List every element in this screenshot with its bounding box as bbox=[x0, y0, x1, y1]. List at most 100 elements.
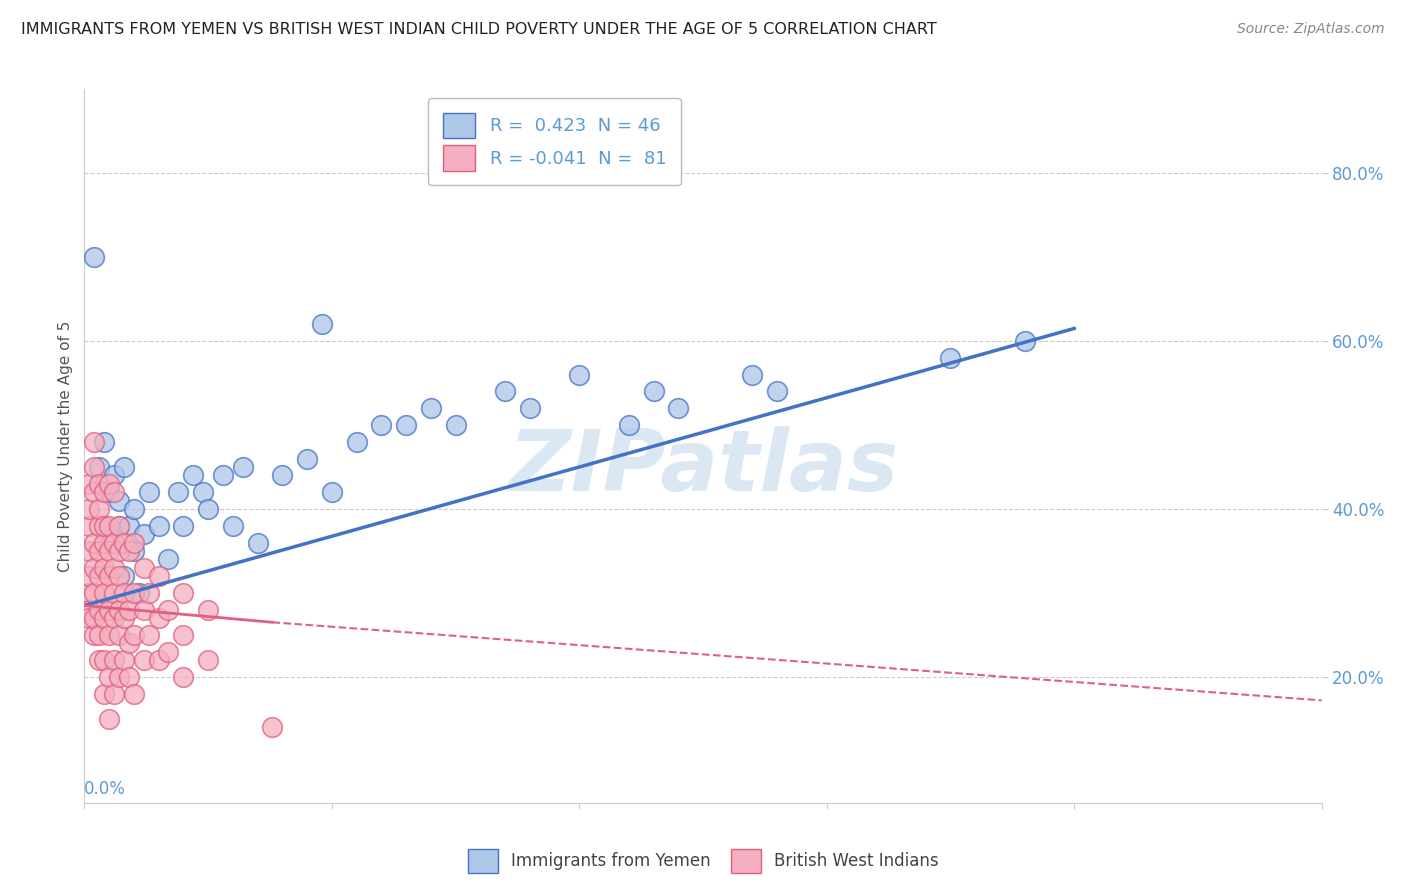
Point bbox=[89, 544, 111, 558]
Point bbox=[103, 687, 125, 701]
Point bbox=[103, 560, 125, 574]
Point bbox=[191, 485, 214, 500]
Text: 0.0%: 0.0% bbox=[84, 780, 127, 798]
Point bbox=[148, 653, 170, 667]
Point bbox=[93, 586, 115, 600]
Point bbox=[172, 628, 194, 642]
Point bbox=[89, 628, 111, 642]
Point bbox=[246, 535, 269, 549]
Point bbox=[83, 611, 105, 625]
Point bbox=[122, 586, 145, 600]
Point bbox=[122, 535, 145, 549]
Point bbox=[83, 586, 105, 600]
Point bbox=[98, 527, 121, 541]
Point bbox=[197, 653, 219, 667]
Point bbox=[108, 544, 131, 558]
Point bbox=[98, 603, 121, 617]
Point bbox=[118, 670, 141, 684]
Point bbox=[89, 460, 111, 475]
Point bbox=[79, 611, 101, 625]
Point bbox=[157, 645, 180, 659]
Point bbox=[103, 535, 125, 549]
Point bbox=[197, 603, 219, 617]
Point bbox=[172, 670, 194, 684]
Point bbox=[108, 670, 131, 684]
Point bbox=[93, 611, 115, 625]
Point bbox=[89, 476, 111, 491]
Point bbox=[79, 603, 101, 617]
Legend: R =  0.423  N = 46, R = -0.041  N =  81: R = 0.423 N = 46, R = -0.041 N = 81 bbox=[429, 98, 681, 186]
Point bbox=[122, 544, 145, 558]
Point bbox=[83, 250, 105, 264]
Point bbox=[79, 569, 101, 583]
Point bbox=[98, 518, 121, 533]
Point bbox=[494, 384, 516, 399]
Point bbox=[89, 502, 111, 516]
Point bbox=[108, 493, 131, 508]
Point bbox=[83, 460, 105, 475]
Point bbox=[93, 560, 115, 574]
Point bbox=[79, 476, 101, 491]
Point bbox=[98, 569, 121, 583]
Point bbox=[118, 603, 141, 617]
Point bbox=[93, 653, 115, 667]
Point bbox=[89, 603, 111, 617]
Point bbox=[395, 417, 418, 432]
Point bbox=[98, 628, 121, 642]
Point bbox=[1014, 334, 1036, 348]
Point bbox=[766, 384, 789, 399]
Point bbox=[167, 485, 190, 500]
Text: IMMIGRANTS FROM YEMEN VS BRITISH WEST INDIAN CHILD POVERTY UNDER THE AGE OF 5 CO: IMMIGRANTS FROM YEMEN VS BRITISH WEST IN… bbox=[21, 22, 936, 37]
Point bbox=[122, 687, 145, 701]
Point bbox=[112, 569, 135, 583]
Point bbox=[83, 535, 105, 549]
Point bbox=[89, 518, 111, 533]
Point bbox=[112, 535, 135, 549]
Point bbox=[370, 417, 392, 432]
Point bbox=[132, 653, 155, 667]
Point bbox=[103, 611, 125, 625]
Point bbox=[118, 518, 141, 533]
Point bbox=[108, 628, 131, 642]
Point bbox=[138, 485, 160, 500]
Point bbox=[79, 502, 101, 516]
Point bbox=[939, 351, 962, 365]
Text: ZIPatlas: ZIPatlas bbox=[508, 425, 898, 509]
Y-axis label: Child Poverty Under the Age of 5: Child Poverty Under the Age of 5 bbox=[58, 320, 73, 572]
Point bbox=[93, 687, 115, 701]
Point bbox=[118, 544, 141, 558]
Point bbox=[617, 417, 640, 432]
Point bbox=[157, 603, 180, 617]
Point bbox=[271, 468, 294, 483]
Point bbox=[666, 401, 689, 416]
Point bbox=[132, 527, 155, 541]
Point bbox=[103, 586, 125, 600]
Point bbox=[112, 653, 135, 667]
Point bbox=[444, 417, 467, 432]
Point bbox=[118, 636, 141, 650]
Point bbox=[93, 535, 115, 549]
Point bbox=[79, 586, 101, 600]
Point bbox=[89, 569, 111, 583]
Point bbox=[519, 401, 541, 416]
Point bbox=[128, 586, 150, 600]
Point bbox=[108, 569, 131, 583]
Point bbox=[148, 518, 170, 533]
Point bbox=[122, 502, 145, 516]
Point bbox=[98, 712, 121, 726]
Point bbox=[93, 485, 115, 500]
Point bbox=[83, 628, 105, 642]
Point bbox=[138, 628, 160, 642]
Point bbox=[568, 368, 591, 382]
Point bbox=[212, 468, 235, 483]
Point bbox=[79, 518, 101, 533]
Point bbox=[98, 476, 121, 491]
Point bbox=[138, 586, 160, 600]
Point bbox=[103, 485, 125, 500]
Point bbox=[262, 720, 284, 734]
Point bbox=[103, 653, 125, 667]
Point bbox=[172, 518, 194, 533]
Point bbox=[98, 544, 121, 558]
Point bbox=[172, 586, 194, 600]
Text: Source: ZipAtlas.com: Source: ZipAtlas.com bbox=[1237, 22, 1385, 37]
